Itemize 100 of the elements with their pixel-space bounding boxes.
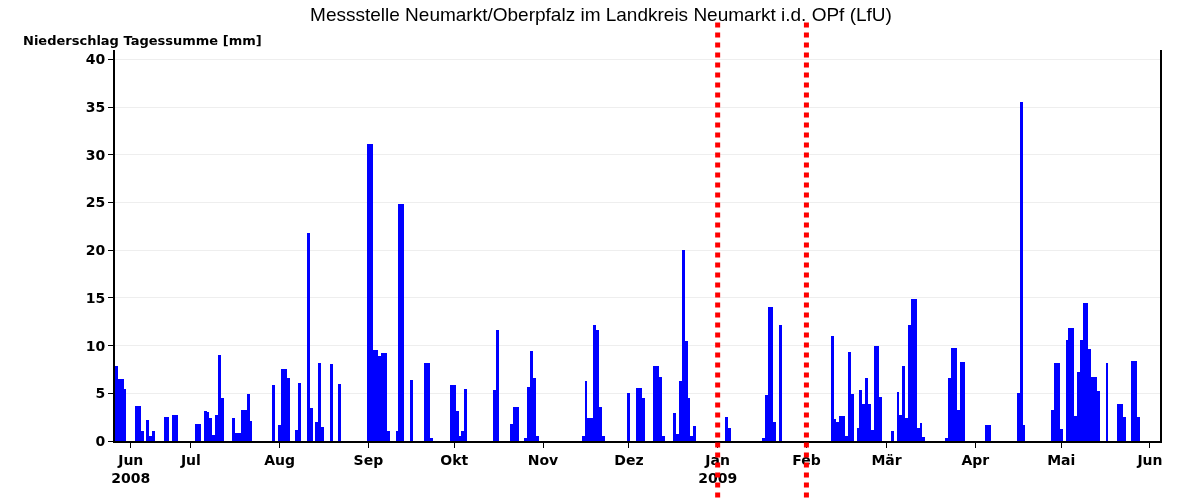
bar (175, 415, 178, 441)
bar (874, 346, 877, 441)
x-tick-label: Nov (527, 451, 559, 468)
bar (496, 330, 499, 441)
bar (859, 390, 862, 441)
y-tick-label: 0 (95, 432, 106, 449)
bar (1083, 303, 1086, 441)
bar (848, 352, 851, 441)
bar (370, 144, 373, 441)
bar (1134, 361, 1137, 441)
bar (1106, 363, 1108, 441)
bar (232, 418, 235, 441)
bar (513, 407, 516, 441)
bar (115, 366, 118, 441)
bar (427, 363, 430, 441)
y-tick-label: 25 (85, 194, 106, 211)
bar (298, 383, 301, 441)
bar (307, 233, 310, 441)
x-tick-label: Aug (264, 451, 296, 468)
bar (988, 425, 991, 441)
bar (384, 353, 387, 441)
bar (247, 394, 250, 441)
bar (198, 424, 201, 441)
x-tick-label: Dez (614, 451, 644, 468)
bar (218, 355, 221, 441)
bar (281, 369, 284, 441)
bar (1054, 363, 1057, 441)
bar (204, 411, 207, 441)
bar (897, 392, 899, 441)
bar (1020, 102, 1023, 441)
bar (593, 325, 596, 441)
bar (1131, 361, 1134, 441)
bar (1120, 404, 1123, 441)
bar (951, 348, 954, 441)
bar (338, 384, 341, 441)
y-tick-label: 20 (85, 242, 106, 259)
bar (424, 363, 427, 441)
bar (627, 393, 630, 441)
bar (831, 336, 834, 441)
bar (779, 325, 782, 441)
bar (1086, 303, 1088, 441)
bar (330, 364, 333, 441)
x-tick-label: Mai (1047, 451, 1076, 468)
bar (516, 407, 519, 441)
bar (272, 385, 275, 441)
bar (985, 425, 988, 441)
bar (960, 362, 962, 441)
x-tick-label: Jan 2009 (698, 451, 738, 486)
bar (398, 204, 401, 441)
x-tick-label: Jun (1136, 451, 1163, 468)
bar (367, 144, 370, 441)
bar (771, 307, 773, 441)
y-tick-label: 40 (85, 51, 106, 68)
bar (152, 431, 155, 441)
x-tick-label: Okt (440, 451, 469, 468)
bar (693, 426, 696, 441)
bar (1071, 328, 1074, 441)
bar (167, 417, 169, 441)
bar (725, 417, 728, 441)
bar (195, 424, 198, 441)
bar (653, 366, 656, 441)
bar (636, 388, 639, 441)
y-tick-label: 30 (85, 146, 106, 163)
bar (682, 250, 685, 441)
bar (877, 346, 879, 441)
bar (1057, 363, 1060, 441)
y-tick-label: 5 (95, 385, 106, 402)
chart-title: Messstelle Neumarkt/Oberpfalz im Landkreis Neumarkt i.d. OPf (LfU) (310, 3, 892, 25)
bar (1117, 404, 1120, 441)
bar (865, 378, 868, 441)
bar (450, 385, 453, 441)
bar (962, 362, 965, 441)
bar (954, 348, 957, 441)
bar (401, 204, 404, 441)
x-tick-label: Jun 2008 (111, 451, 151, 486)
bar (673, 413, 676, 441)
bar (318, 363, 321, 441)
y-tick-label: 35 (85, 99, 106, 116)
bar (902, 366, 905, 441)
bar (146, 420, 149, 441)
bar (138, 406, 141, 441)
x-tick-label: Sep (353, 451, 384, 468)
bar (135, 406, 138, 441)
bar (920, 423, 922, 441)
bar (464, 389, 467, 441)
bar (530, 351, 533, 441)
x-tick-label: Jul (179, 451, 201, 468)
x-tick-label: Apr (961, 451, 990, 468)
bar (241, 410, 244, 441)
bar (453, 385, 456, 441)
bar (914, 299, 917, 441)
bar (891, 431, 894, 441)
bar (164, 417, 167, 441)
bar (768, 307, 771, 441)
bar (410, 380, 413, 441)
x-tick-label: Mär (871, 451, 902, 468)
y-axis-title: Niederschlag Tagessumme [mm] (23, 33, 262, 48)
y-tick-label: 10 (85, 337, 106, 354)
bar (172, 415, 175, 441)
y-tick-label: 15 (85, 289, 106, 306)
